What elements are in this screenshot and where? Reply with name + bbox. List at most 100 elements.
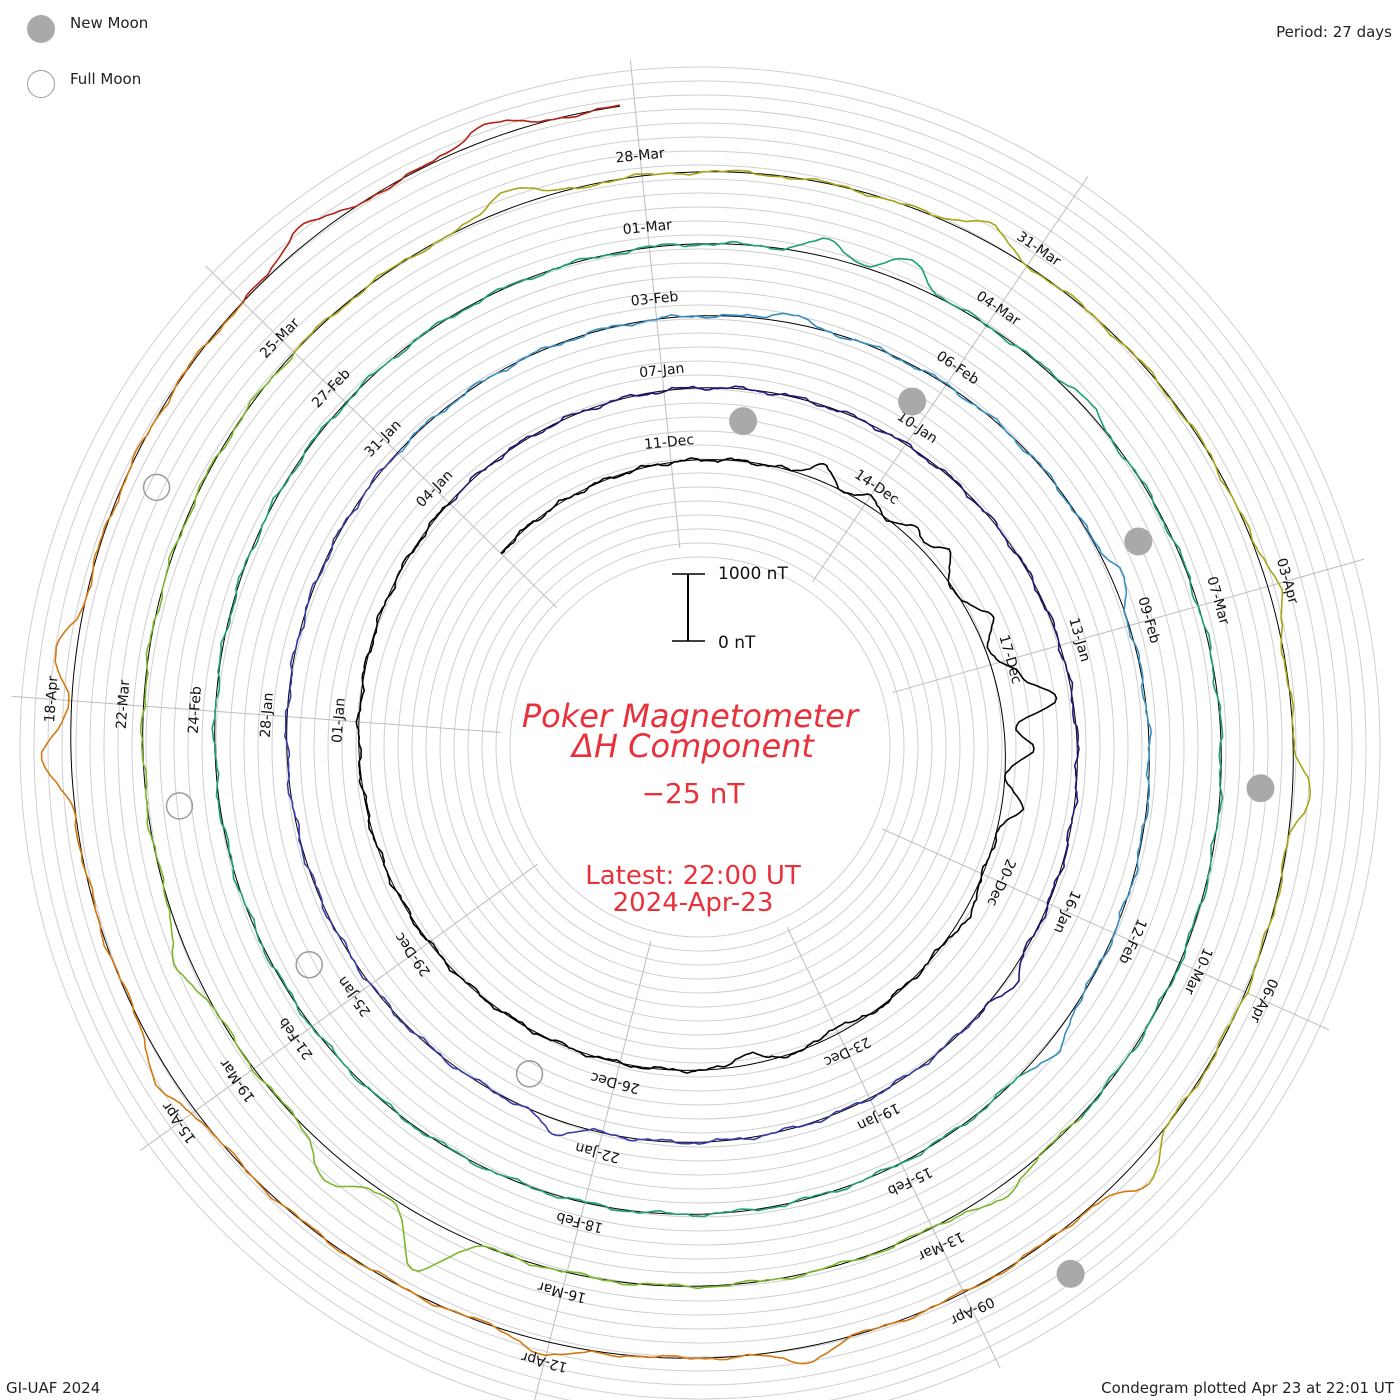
grid-circle <box>327 374 1073 1120</box>
date-label: 09-Apr <box>948 1293 997 1328</box>
new-moon-marker <box>1124 527 1153 556</box>
date-label: 12-Apr <box>520 1348 570 1375</box>
grid-spoke <box>205 265 557 608</box>
new-moon-marker <box>729 407 758 436</box>
new-moon-marker <box>1246 774 1275 803</box>
grid-circle <box>75 122 1325 1372</box>
grid-circle <box>173 220 1227 1274</box>
new-moon-marker <box>898 387 927 416</box>
grid-spoke <box>11 695 501 733</box>
grid-circle <box>33 80 1367 1400</box>
grid-circle <box>383 430 1017 1064</box>
full-moon-marker <box>165 792 194 820</box>
date-label: 11-Dec <box>643 432 694 453</box>
grid-circle <box>355 402 1045 1092</box>
grid-circle <box>425 472 975 1022</box>
polar-grid <box>11 60 1381 1400</box>
grid-circle <box>243 290 1157 1204</box>
latest-date: 2024-Apr-23 <box>613 888 774 918</box>
scale-bar-top-label: 1000 nT <box>718 564 788 584</box>
date-label: 13-Jan <box>1065 616 1093 664</box>
latest-time: Latest: 22:00 UT <box>585 861 801 891</box>
grid-circle <box>271 318 1129 1176</box>
trace-segment <box>355 503 926 1074</box>
new-moon-legend-icon <box>27 15 55 43</box>
full-moon-marker <box>515 1060 544 1088</box>
grid-circle <box>509 556 891 938</box>
grid-circle <box>257 304 1143 1190</box>
date-label: 01-Jan <box>329 697 348 743</box>
date-label: 25-Jan <box>335 973 374 1019</box>
date-label: 16-Jan <box>1050 888 1083 936</box>
grid-circle <box>61 108 1339 1386</box>
trace-segment <box>500 457 1058 967</box>
chart-title-line2: ΔH Component <box>569 727 815 765</box>
date-label: 13-Mar <box>915 1228 967 1264</box>
grid-circle <box>285 332 1115 1162</box>
grid-circle <box>397 444 1003 1050</box>
current-value: −25 nT <box>642 777 746 810</box>
footer-credit: GI-UAF 2024 <box>6 1379 101 1397</box>
grid-circle <box>481 528 919 966</box>
trace-segment <box>139 351 1082 1290</box>
trace-segment <box>40 302 1150 1365</box>
date-label: 07-Jan <box>639 361 686 381</box>
grid-circle <box>103 150 1297 1344</box>
full-moon-marker <box>295 950 323 979</box>
date-label: 18-Feb <box>555 1208 605 1235</box>
date-label: 15-Feb <box>885 1163 935 1198</box>
grid-circle <box>117 164 1283 1330</box>
trace-segment <box>397 312 1153 1071</box>
chart-title-line1: Poker Magnetometer <box>522 697 860 735</box>
grid-circle <box>47 94 1353 1400</box>
date-label: 16-Mar <box>536 1278 588 1306</box>
date-label: 18-Apr <box>42 675 61 723</box>
trace-segment <box>293 169 1312 1185</box>
grid-circle <box>313 360 1087 1134</box>
grid-circle <box>299 346 1101 1148</box>
date-label: 26-Dec <box>589 1068 641 1096</box>
date-label: 28-Mar <box>615 146 666 167</box>
grid-circle <box>89 136 1311 1358</box>
spiral-series <box>40 104 1312 1365</box>
scale-bar: 1000 nT 0 nT <box>672 564 788 653</box>
grid-circle <box>411 458 989 1036</box>
date-label: 07-Mar <box>1203 575 1232 627</box>
full-moon-legend-label: Full Moon <box>70 70 142 88</box>
grid-spoke <box>882 828 1330 1031</box>
trace-segment <box>449 385 1080 1019</box>
full-moon-legend-icon <box>27 70 55 98</box>
date-label: 28-Jan <box>258 692 277 738</box>
date-label: 17-Dec <box>995 633 1024 685</box>
grid-circle <box>439 486 961 1008</box>
grid-circle <box>201 248 1199 1246</box>
grid-circle <box>495 542 905 952</box>
footer-plot-time: Condegram plotted Apr 23 at 22:01 UT <box>1101 1379 1394 1397</box>
grid-circle <box>187 234 1213 1260</box>
date-label: 22-Mar <box>114 679 134 730</box>
grid-circle <box>159 206 1241 1288</box>
grid-spoke <box>629 60 681 549</box>
grid-spoke <box>786 926 1001 1369</box>
grid-circle <box>369 416 1031 1078</box>
grid-circle <box>453 500 947 994</box>
trace-segment <box>346 237 1224 1119</box>
scale-bar-bottom-label: 0 nT <box>718 633 756 653</box>
trace-segment <box>211 402 1032 1218</box>
moon-markers <box>142 387 1275 1288</box>
grid-spoke <box>140 863 539 1151</box>
grid-circle <box>145 192 1255 1302</box>
period-label: Period: 27 days <box>1276 23 1392 41</box>
date-label: 20-Dec <box>983 856 1018 908</box>
date-label: 21-Feb <box>276 1014 317 1062</box>
trace-segment <box>283 452 979 1145</box>
trace-segment <box>242 104 620 303</box>
new-moon-marker <box>1056 1259 1085 1288</box>
full-moon-marker <box>142 473 171 502</box>
new-moon-legend-label: New Moon <box>70 14 149 32</box>
date-label: 24-Feb <box>186 685 205 734</box>
grid-circle <box>19 66 1381 1400</box>
grid-spoke <box>534 940 652 1400</box>
date-label: 22-Jan <box>574 1139 622 1166</box>
